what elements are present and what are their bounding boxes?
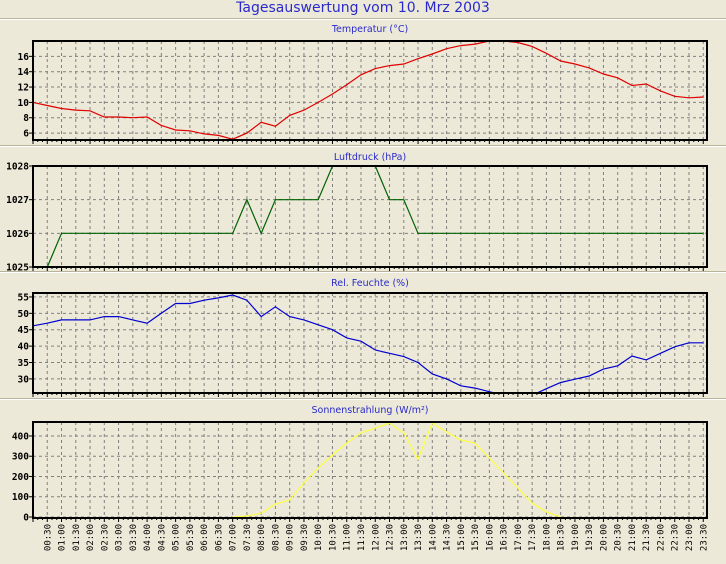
y-tick-label: 16 bbox=[18, 52, 30, 63]
x-tick-label: 08:00 bbox=[257, 524, 267, 551]
x-tick-label: 19:00 bbox=[571, 524, 581, 551]
x-tick-label: 00:30 bbox=[43, 524, 53, 551]
chart-title: Rel. Feuchte (%) bbox=[331, 278, 409, 289]
x-tick-label: 14:30 bbox=[443, 524, 453, 551]
y-tick-label: 0 bbox=[23, 512, 29, 523]
y-tick-label: 400 bbox=[12, 431, 29, 442]
data-line-series bbox=[46, 166, 704, 267]
x-tick-label: 23:30 bbox=[699, 524, 709, 551]
x-tick-label: 21:30 bbox=[642, 524, 652, 551]
x-tick-label: 17:30 bbox=[528, 524, 538, 551]
x-tick-label: 16:00 bbox=[485, 524, 495, 551]
y-tick-label: 40 bbox=[18, 342, 30, 353]
y-tick-label: 35 bbox=[18, 358, 30, 369]
chart-panel-1: Temperatur (°C) 6 8 10 12 14 16 bbox=[18, 24, 708, 144]
x-tick-label: 09:30 bbox=[300, 524, 310, 551]
y-tick-label: 45 bbox=[18, 325, 30, 336]
x-tick-label: 15:30 bbox=[471, 524, 481, 551]
x-tick-label: 07:30 bbox=[243, 524, 253, 551]
y-tick-label: 200 bbox=[12, 472, 29, 483]
y-tick-label: 50 bbox=[18, 309, 30, 320]
x-tick-label: 05:30 bbox=[186, 524, 196, 551]
y-tick-label: 6 bbox=[23, 129, 29, 140]
x-tick-label: 16:30 bbox=[500, 524, 510, 551]
x-tick-label: 14:00 bbox=[428, 524, 438, 551]
x-tick-label: 17:00 bbox=[514, 524, 524, 551]
x-tick-label: 05:00 bbox=[172, 524, 182, 551]
y-tick-label: 1025 bbox=[6, 263, 29, 274]
x-tick-label: 18:30 bbox=[557, 524, 567, 551]
x-tick-label: 13:30 bbox=[414, 524, 424, 551]
x-tick-label: 15:00 bbox=[457, 524, 467, 551]
x-tick-label: 10:00 bbox=[314, 524, 324, 551]
plot-frame bbox=[32, 40, 708, 141]
x-tick-label: 03:30 bbox=[129, 524, 139, 551]
chart-panel-3: Rel. Feuchte (%) 30 35 40 45 50 55 bbox=[18, 278, 708, 397]
x-tick-label: 18:00 bbox=[542, 524, 552, 551]
page-title: Tagesauswertung vom 10. Mrz 2003 bbox=[236, 0, 490, 16]
x-tick-label: 01:30 bbox=[72, 524, 82, 551]
divider bbox=[0, 271, 726, 273]
y-tick-label: 100 bbox=[12, 492, 29, 503]
x-tick-label: 02:00 bbox=[86, 524, 96, 551]
y-tick-label: 300 bbox=[12, 452, 29, 463]
x-tick-label: 07:00 bbox=[229, 524, 239, 551]
x-tick-label: 13:00 bbox=[400, 524, 410, 551]
divider bbox=[0, 18, 726, 20]
x-tick-label: 19:30 bbox=[585, 524, 595, 551]
data-line-series bbox=[33, 294, 704, 393]
x-tick-label: 12:00 bbox=[371, 524, 381, 551]
y-tick-label: 1027 bbox=[6, 195, 29, 206]
chart-title: Sonnenstrahlung (W/m²) bbox=[312, 405, 429, 416]
x-tick-label: 11:00 bbox=[343, 524, 353, 551]
x-tick-label: 22:00 bbox=[656, 524, 666, 551]
x-tick-label: 04:30 bbox=[157, 524, 167, 551]
x-tick-label: 01:00 bbox=[58, 524, 68, 551]
y-tick-label: 10 bbox=[18, 98, 30, 109]
x-tick-label: 10:30 bbox=[328, 524, 338, 551]
y-tick-label: 1028 bbox=[6, 162, 29, 173]
divider bbox=[0, 145, 726, 147]
y-tick-label: 14 bbox=[18, 67, 30, 78]
plot-frame bbox=[32, 165, 708, 268]
x-tick-label: 03:00 bbox=[115, 524, 125, 551]
chart-panel-2: Luftdruck (hPa) 1025 1026 1027 1028 bbox=[6, 152, 708, 274]
x-tick-label: 09:00 bbox=[286, 524, 296, 551]
plot-frame bbox=[32, 292, 708, 394]
y-tick-label: 55 bbox=[18, 292, 30, 303]
plot-frame bbox=[32, 421, 708, 519]
x-tick-label: 06:00 bbox=[200, 524, 210, 551]
y-tick-label: 12 bbox=[18, 83, 29, 94]
chart-panel-4: Sonnenstrahlung (W/m²) 0 100 200 300 400 bbox=[12, 405, 708, 523]
x-tick-label: 22:30 bbox=[671, 524, 681, 551]
y-tick-label: 30 bbox=[18, 374, 30, 385]
chart-title: Luftdruck (hPa) bbox=[334, 152, 406, 163]
x-tick-label: 02:30 bbox=[100, 524, 110, 551]
x-tick-label: 23:00 bbox=[685, 524, 695, 551]
y-tick-label: 8 bbox=[23, 113, 29, 124]
y-tick-label: 1026 bbox=[6, 229, 29, 240]
x-tick-label: 11:30 bbox=[357, 524, 367, 551]
x-tick-label: 04:00 bbox=[143, 524, 153, 551]
x-tick-label: 21:00 bbox=[628, 524, 638, 551]
data-line-series bbox=[232, 422, 561, 518]
x-tick-label: 12:30 bbox=[386, 524, 396, 551]
chart-title: Temperatur (°C) bbox=[331, 24, 408, 35]
data-line-series bbox=[33, 41, 704, 140]
x-tick-label: 06:30 bbox=[214, 524, 224, 551]
divider bbox=[0, 398, 726, 400]
x-tick-label: 08:30 bbox=[271, 524, 281, 551]
x-tick-label: 20:00 bbox=[599, 524, 609, 551]
x-tick-label: 20:30 bbox=[614, 524, 624, 551]
